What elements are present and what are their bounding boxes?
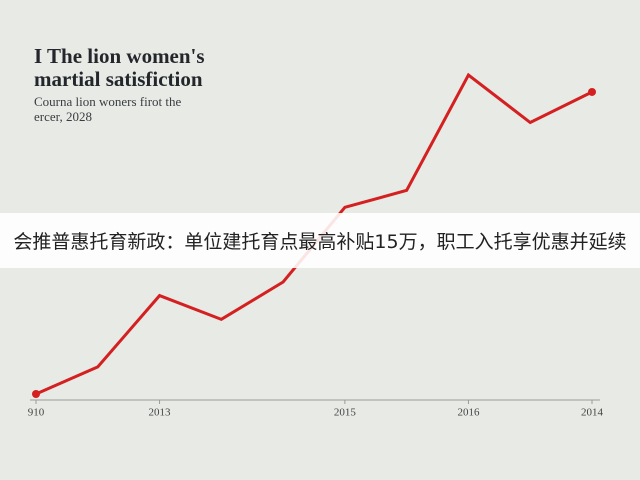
x-tick-label: 2016 xyxy=(457,407,480,419)
chart-title: martial satisfiction xyxy=(34,67,203,91)
chart-subtitle: ercer, 2028 xyxy=(34,109,92,124)
end-point xyxy=(32,390,40,398)
chart-subtitle: Courna lion woners firot the xyxy=(34,94,182,109)
chart-title: I The lion women's xyxy=(34,44,205,68)
news-banner[interactable]: 会推普惠托育新政：单位建托育点最高补贴15万，职工入托享优惠并延续 xyxy=(0,213,640,268)
x-tick-label: 2015 xyxy=(334,407,357,419)
banner-text[interactable]: 会推普惠托育新政：单位建托育点最高补贴15万，职工入托享优惠并延续 xyxy=(13,231,627,253)
x-tick-label: 2014 xyxy=(581,407,604,419)
end-point xyxy=(588,87,596,96)
x-tick-label: 910 xyxy=(28,407,45,419)
x-tick-label: 2013 xyxy=(149,407,172,419)
